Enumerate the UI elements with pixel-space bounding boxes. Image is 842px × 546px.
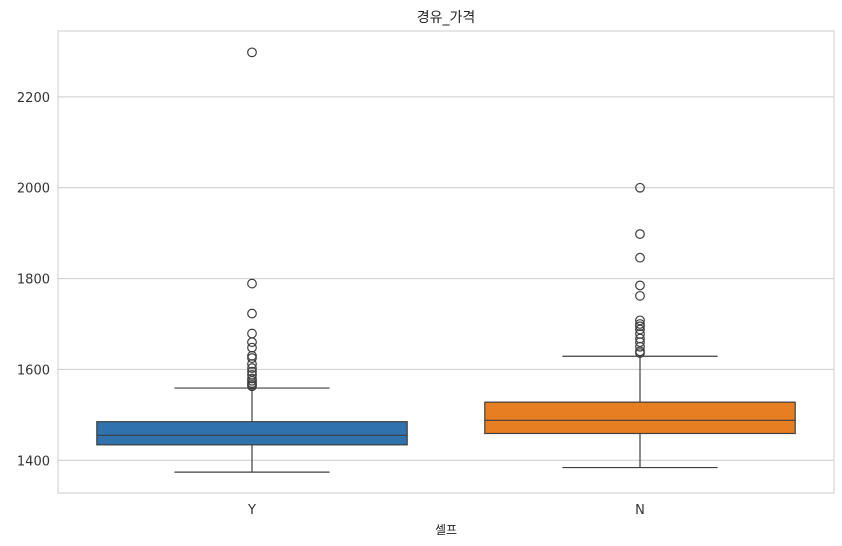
outlier-point-n-14: [635, 348, 645, 358]
y-tick-1400: 1400: [17, 454, 50, 469]
x-tick-y: Y: [247, 503, 256, 518]
box-y: [96, 47, 408, 473]
outlier-point-n-1: [635, 229, 645, 239]
y-tick-labels: 1400 1600 1800 2000 2200: [17, 91, 50, 469]
outlier-point-y-0: [247, 47, 257, 58]
outlier-point-n-3: [635, 280, 645, 291]
x-axis-label: 셀프: [435, 523, 457, 537]
box-body-y: [96, 421, 408, 446]
outlier-point-y-7: [247, 353, 257, 363]
outlier-point-y-3: [247, 328, 257, 339]
y-tick-1800: 1800: [17, 273, 50, 288]
outlier-point-n-2: [635, 252, 645, 263]
outlier-point-y-1: [247, 278, 257, 289]
outlier-point-y-2: [247, 308, 257, 319]
outlier-point-y-8: [247, 359, 257, 369]
outlier-point-y-9: [247, 363, 257, 373]
plot-frame: [57, 30, 835, 494]
box-n: [484, 182, 796, 469]
box-body-n: [484, 401, 796, 435]
outlier-point-n-4: [635, 290, 645, 301]
y-tick-2200: 2200: [17, 91, 50, 106]
x-tick-n: N: [635, 503, 645, 518]
outlier-point-y-16: [247, 381, 257, 392]
outlier-point-n-0: [635, 182, 645, 193]
y-tick-2000: 2000: [17, 182, 50, 197]
outlier-point-y-4: [247, 337, 257, 348]
outlier-point-y-5: [247, 342, 257, 353]
outlier-point-n-12: [635, 341, 645, 352]
outlier-point-n-7: [635, 321, 645, 332]
box-series: [96, 47, 796, 473]
chart-title: 경유_가격: [417, 10, 476, 26]
grid-lines: [58, 96, 834, 461]
y-tick-1600: 1600: [17, 363, 50, 378]
